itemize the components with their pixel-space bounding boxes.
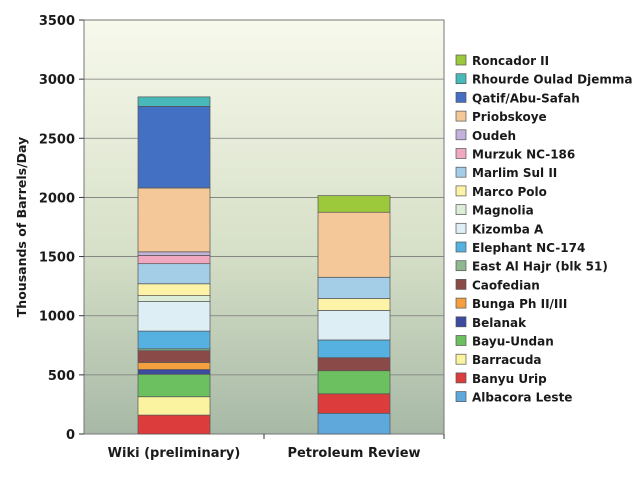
legend-swatch [455, 391, 467, 402]
bar-segment [317, 393, 391, 414]
bar-segment [137, 255, 211, 265]
legend-label: Murzuk NC-186 [472, 148, 575, 162]
y-axis-title: Thousands of Barrels/Day [14, 137, 29, 317]
legend-label: Marco Polo [472, 185, 547, 199]
y-tick-label: 3500 [39, 14, 75, 29]
legend-label: East Al Hajr (blk 51) [472, 260, 608, 274]
bar-segment [137, 301, 211, 332]
legend-swatch [455, 353, 467, 365]
legend-label: Roncador II [472, 54, 549, 68]
bar-segment [317, 276, 391, 299]
legend-swatch [455, 148, 467, 159]
bar-segment [137, 414, 211, 435]
bar-segment [317, 357, 391, 372]
y-tick-label: 1000 [39, 310, 75, 325]
bar-segment [137, 369, 211, 375]
bar-segment [317, 370, 391, 395]
legend-label: Qatif/Abu-Safah [472, 91, 580, 105]
axes: 0 500 1000 1500 2000 2500 3000 3500 Wiki (prelim… [39, 14, 445, 461]
y-tick-label: 2500 [39, 132, 75, 147]
bar-segment [137, 295, 211, 302]
legend-label: Marlim Sul II [472, 166, 557, 180]
legend-swatch [455, 54, 467, 66]
legend-label: Kizomba A [472, 222, 544, 236]
bar-segment [317, 195, 391, 213]
bar-segment [137, 373, 211, 398]
legend-swatch [455, 204, 467, 215]
legend-swatch [455, 222, 467, 234]
x-category-label: Petroleum Review [287, 446, 420, 461]
legend-swatch [455, 335, 467, 346]
legend-label: Rhourde Oulad Djemma [472, 73, 632, 87]
bar-segment [137, 251, 211, 256]
legend-label: Banyu Urip [472, 372, 547, 386]
legend-swatch [455, 279, 467, 290]
legend-label: Bayu-Undan [472, 335, 554, 349]
legend-label: Oudeh [472, 129, 516, 143]
bar-segment [137, 362, 211, 370]
x-category-label: Wiki (preliminary) [108, 446, 241, 461]
legend-swatch [455, 372, 467, 384]
y-tick-label: 1500 [39, 251, 75, 266]
bar-segment [137, 350, 211, 363]
legend-swatch [455, 73, 467, 85]
bar-segment [137, 187, 211, 253]
legend-label: Magnolia [472, 204, 534, 218]
legend: Roncador II Rhourde Oulad Djemma Qatif/Abu… [455, 54, 632, 405]
y-tick-label: 2000 [39, 191, 75, 206]
bar-segment [317, 211, 391, 278]
bar-segment [317, 339, 391, 359]
legend-label: Albacora Leste [472, 391, 572, 405]
bar-segment [137, 396, 211, 416]
legend-swatch [455, 185, 467, 197]
legend-label: Barracuda [472, 353, 542, 367]
legend-swatch [455, 166, 467, 178]
legend-label: Caofedian [472, 278, 540, 292]
bar-segment [137, 263, 211, 285]
legend-swatch [455, 297, 467, 309]
legend-swatch [455, 316, 467, 328]
legend-label: Belanak [472, 316, 527, 330]
bar-segment [137, 96, 211, 107]
bar-segment [317, 298, 391, 311]
y-tick-label: 0 [66, 428, 75, 443]
legend-swatch [455, 129, 467, 141]
legend-label: Priobskoye [472, 110, 547, 124]
legend-label: Bunga Ph II/III [472, 297, 567, 311]
bar-segment [137, 330, 211, 350]
legend-swatch [455, 110, 467, 122]
bars [137, 96, 391, 435]
bar-segment [137, 283, 211, 296]
legend-swatch [455, 241, 467, 253]
legend-label: Elephant NC-174 [472, 241, 585, 255]
bar-segment [317, 310, 391, 341]
bar-segment [317, 412, 391, 435]
legend-swatch [455, 92, 467, 103]
y-tick-label: 500 [48, 369, 75, 384]
y-tick-label: 3000 [39, 73, 75, 88]
legend-swatch [455, 260, 467, 272]
bar-segment [137, 105, 211, 189]
